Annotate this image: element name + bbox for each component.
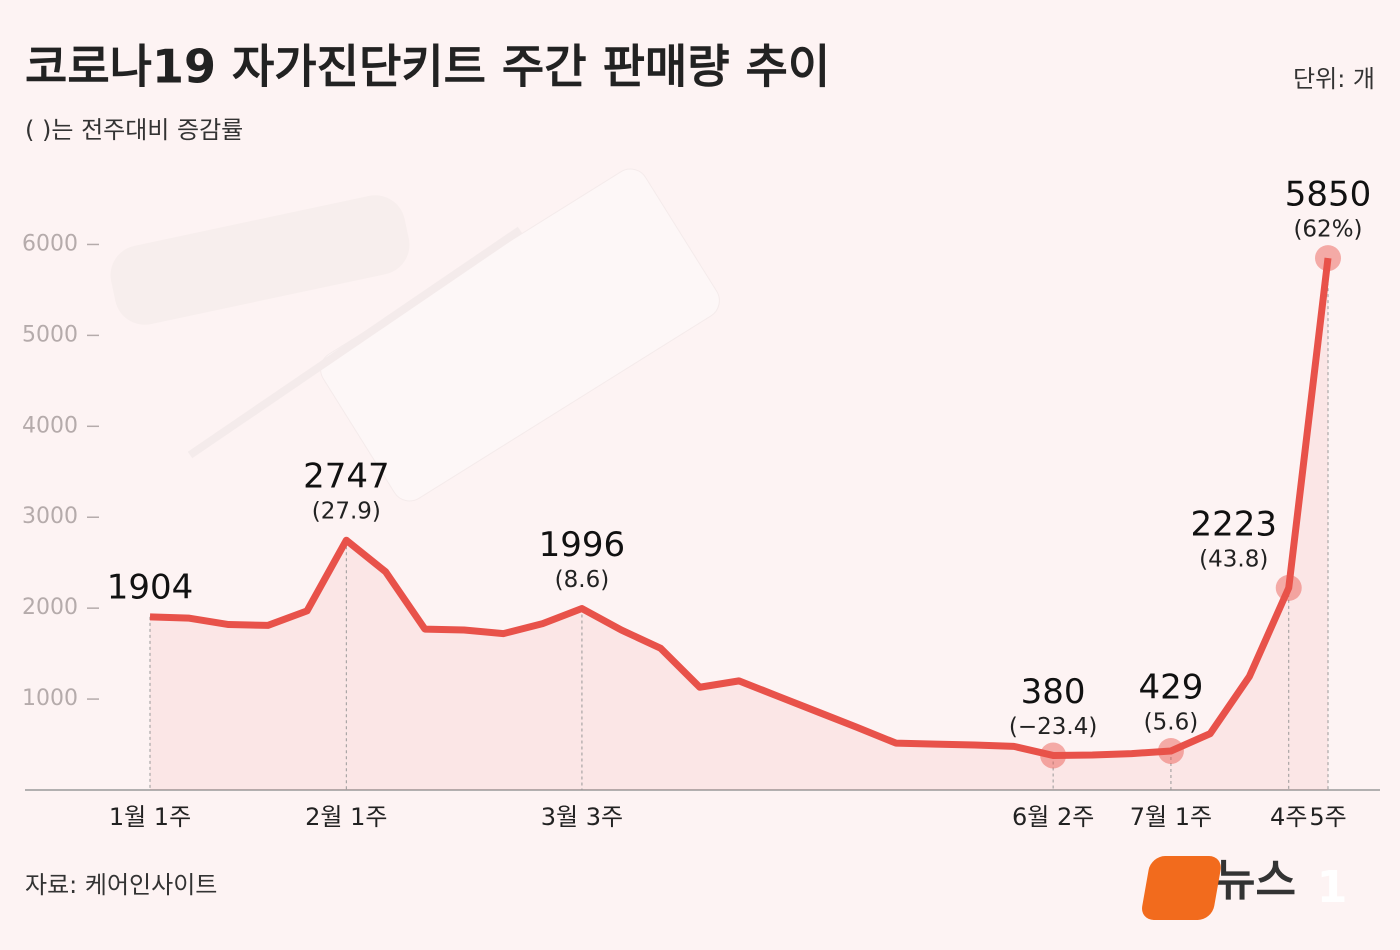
value-label: 1904 [107, 567, 194, 607]
logo-mark: 1 [1317, 862, 1348, 913]
value-label: 2747 [303, 457, 390, 497]
x-tick-label: 3월 3주 [541, 803, 623, 831]
area [150, 258, 1328, 791]
value-label: 380 [1021, 672, 1086, 712]
y-tick-label: 1000 [22, 686, 78, 711]
x-tick-label: 4주 [1270, 803, 1307, 831]
point-highlight [1315, 245, 1341, 272]
y-tick-label: 4000 [22, 413, 78, 438]
value-label: 2223 [1190, 504, 1277, 544]
point-highlight [1275, 574, 1302, 601]
chart-title: 코로나19 자가진단키트 주간 판매량 추이 [25, 40, 830, 94]
line [149, 257, 1332, 759]
value-label: 1996 [539, 525, 626, 565]
chart-subtitle: ( )는 전주대비 증감률 [25, 116, 243, 144]
unit-label: 단위: 개 [1293, 65, 1375, 93]
change-label: (43.8) [1199, 546, 1268, 572]
x-tick-label: 6월 2주 [1012, 803, 1094, 831]
source: 자료: 케어인사이트 [25, 871, 217, 899]
value-label: 429 [1138, 667, 1203, 707]
change-label: (62%) [1293, 217, 1362, 243]
kit-illustration [110, 168, 720, 502]
value-label: 5850 [1285, 175, 1372, 215]
x-tick-label: 5주 [1309, 803, 1346, 831]
point-highlight [1040, 742, 1067, 769]
point-highlight [1157, 737, 1184, 764]
y-tick-label: 2000 [22, 595, 78, 620]
x-tick-label: 2월 1주 [305, 803, 387, 831]
change-label: (−23.4) [1009, 714, 1097, 740]
y-tick-label: 5000 [22, 322, 78, 347]
change-label: (8.6) [555, 567, 610, 593]
change-label: (27.9) [312, 499, 381, 525]
logo-text: 뉴스 [1215, 855, 1296, 906]
y-tick-label: 3000 [22, 504, 78, 529]
x-tick-label: 1월 1주 [109, 803, 191, 831]
change-label: (5.6) [1144, 709, 1199, 735]
y-tick-label: 6000 [22, 231, 78, 256]
logo-badge [1142, 856, 1221, 920]
x-tick-label: 7월 1주 [1130, 803, 1212, 831]
